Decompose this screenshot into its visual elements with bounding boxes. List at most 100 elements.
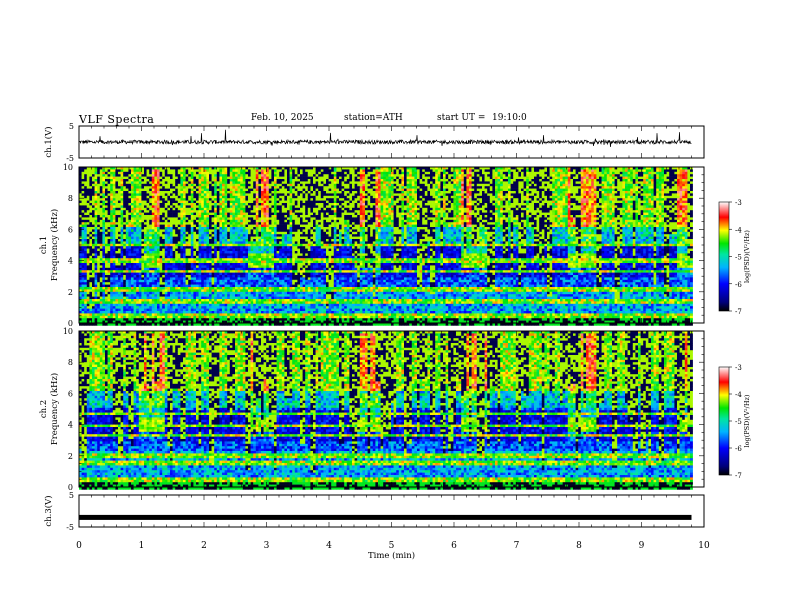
ch1-spectrogram-cell	[89, 210, 92, 213]
ch1-spectrogram-cell	[214, 208, 217, 211]
ch1-spectrogram-cell	[238, 191, 241, 194]
ch1-spectrogram-cell	[243, 253, 246, 256]
ch1-spectrogram-cell	[188, 301, 191, 304]
ch1-spectrogram-cell	[191, 213, 194, 216]
ch1-spectrogram-cell	[264, 193, 267, 196]
ch1-spectrogram-cell	[157, 306, 160, 309]
ch1-spectrogram-cell	[108, 241, 111, 244]
ch1-spectrogram-cell	[139, 287, 142, 290]
ch1-spectrogram-cell	[154, 311, 157, 314]
ch1-spectrogram-cell	[128, 241, 131, 244]
ch1-spectrogram-cell	[110, 205, 113, 208]
ch1-spectrogram-cell	[154, 205, 157, 208]
ch1-spectrogram-cell	[82, 285, 85, 288]
ch1-spectrogram-cell	[258, 225, 261, 228]
ch1-spectrogram-cell	[266, 225, 269, 228]
ch1-spectrogram-cell	[152, 210, 155, 213]
ch1-spectrogram-cell	[180, 253, 183, 256]
ch1-spectrogram-cell	[206, 229, 209, 232]
ch1-spectrogram-cell	[108, 287, 111, 290]
ch1-spectrogram-cell	[201, 309, 204, 312]
ch1-spectrogram-cell	[178, 225, 181, 228]
ch1-spectrogram-cell	[225, 253, 228, 256]
ch1-spectrogram-cell	[173, 227, 176, 230]
ch1-spectrogram-cell	[238, 282, 241, 285]
ch1-spectrogram-cell	[165, 208, 168, 211]
ch1-spectrogram-cell	[227, 251, 230, 254]
ch1-spectrogram-cell	[253, 306, 256, 309]
ch1-spectrogram-cell	[136, 273, 139, 276]
ch1-spectrogram-cell	[261, 289, 264, 292]
ch1-spectrogram-cell	[154, 213, 157, 216]
ch1-spectrogram-cell	[178, 263, 181, 266]
ch1-spectrogram-cell	[178, 268, 181, 271]
ch1-spectrogram-cell	[100, 297, 103, 300]
ch1-spectrogram-cell	[180, 313, 183, 316]
ch1-spectrogram-cell	[232, 287, 235, 290]
ch1-spectrogram-cell	[193, 169, 196, 172]
ch1-spectrogram-cell	[201, 222, 204, 225]
ch1-spectrogram-cell	[105, 294, 108, 297]
ch1-spectrogram-cell	[82, 318, 85, 321]
ch1-spectrogram-cell	[256, 268, 259, 271]
ch1-spectrogram-cell	[235, 184, 238, 187]
ch1-spectrogram-cell	[235, 306, 238, 309]
ch1-spectrogram-cell	[92, 191, 95, 194]
ch1-spectrogram-cell	[186, 177, 189, 180]
ch1-spectrogram-cell	[256, 203, 259, 206]
ch1-spectrogram-cell	[178, 282, 181, 285]
ch1-spectrogram-cell	[186, 227, 189, 230]
ch1-spectrogram-cell	[115, 261, 118, 264]
ch1-spectrogram-cell	[95, 184, 98, 187]
ch1-spectrogram-cell	[232, 270, 235, 273]
ch1-spectrogram-cell	[147, 256, 150, 259]
ch1-spectrogram-cell	[196, 210, 199, 213]
ch1-spectrogram-cell	[170, 268, 173, 271]
ch1-spectrogram-cell	[188, 263, 191, 266]
ch1-spectrogram-cell	[219, 304, 222, 307]
ch1-spectrogram-cell	[170, 186, 173, 189]
ch1-spectrogram-cell	[84, 239, 87, 242]
ch1-spectrogram-cell	[199, 186, 202, 189]
ch1-spectrogram-cell	[253, 311, 256, 314]
ch1-spectrogram-cell	[170, 237, 173, 240]
ch1-spectrogram-cell	[227, 177, 230, 180]
ch1-spectrogram-cell	[123, 309, 126, 312]
ch1-spectrogram-cell	[139, 225, 142, 228]
ch1-spectrogram-cell	[170, 196, 173, 199]
ch1-spectrogram-cell	[154, 196, 157, 199]
ch1-spectrogram-cell	[121, 297, 124, 300]
ch1-spectrogram-cell	[175, 191, 178, 194]
ch1-spectrogram-cell	[191, 277, 194, 280]
ch1-spectrogram-cell	[261, 213, 264, 216]
ch1-spectrogram-cell	[225, 251, 228, 254]
ch1-spectrogram-cell	[206, 193, 209, 196]
ch1-spectrogram-cell	[162, 205, 165, 208]
ch1-spectrogram-cell	[126, 256, 129, 259]
ch1-spectrogram-cell	[175, 229, 178, 232]
ch1-spectrogram-cell	[248, 249, 251, 252]
ch1-spectrogram-cell	[199, 318, 202, 321]
ch1-spectrogram-cell	[204, 181, 207, 184]
ch1-spectrogram-cell	[214, 273, 217, 276]
ch1-spectrogram-cell	[123, 220, 126, 223]
ch1-spectrogram-cell	[235, 196, 238, 199]
ch1-spectrogram-cell	[238, 304, 241, 307]
ch1-spectrogram-cell	[227, 256, 230, 259]
ch1-spectrogram-cell	[214, 309, 217, 312]
ch1-spectrogram-cell	[235, 313, 238, 316]
ch1-spectrogram-cell	[113, 251, 116, 254]
ch1-spectrogram-cell	[165, 213, 168, 216]
ch1-spectrogram-cell	[128, 318, 131, 321]
ch1-spectrogram-cell	[139, 222, 142, 225]
ch1-spectrogram-cell	[149, 244, 152, 247]
ch1-spectrogram-cell	[126, 246, 129, 249]
ch1-spectrogram-cell	[209, 205, 212, 208]
ch1-spectrogram-cell	[131, 256, 134, 259]
ch1-spectrogram-cell	[131, 181, 134, 184]
ch1-spectrogram-cell	[266, 220, 269, 223]
ch1-spectrogram-cell	[147, 313, 150, 316]
ch1-spectrogram-cell	[113, 244, 116, 247]
ch1-spectrogram-cell	[87, 179, 90, 182]
ch1-spectrogram-cell	[115, 177, 118, 180]
